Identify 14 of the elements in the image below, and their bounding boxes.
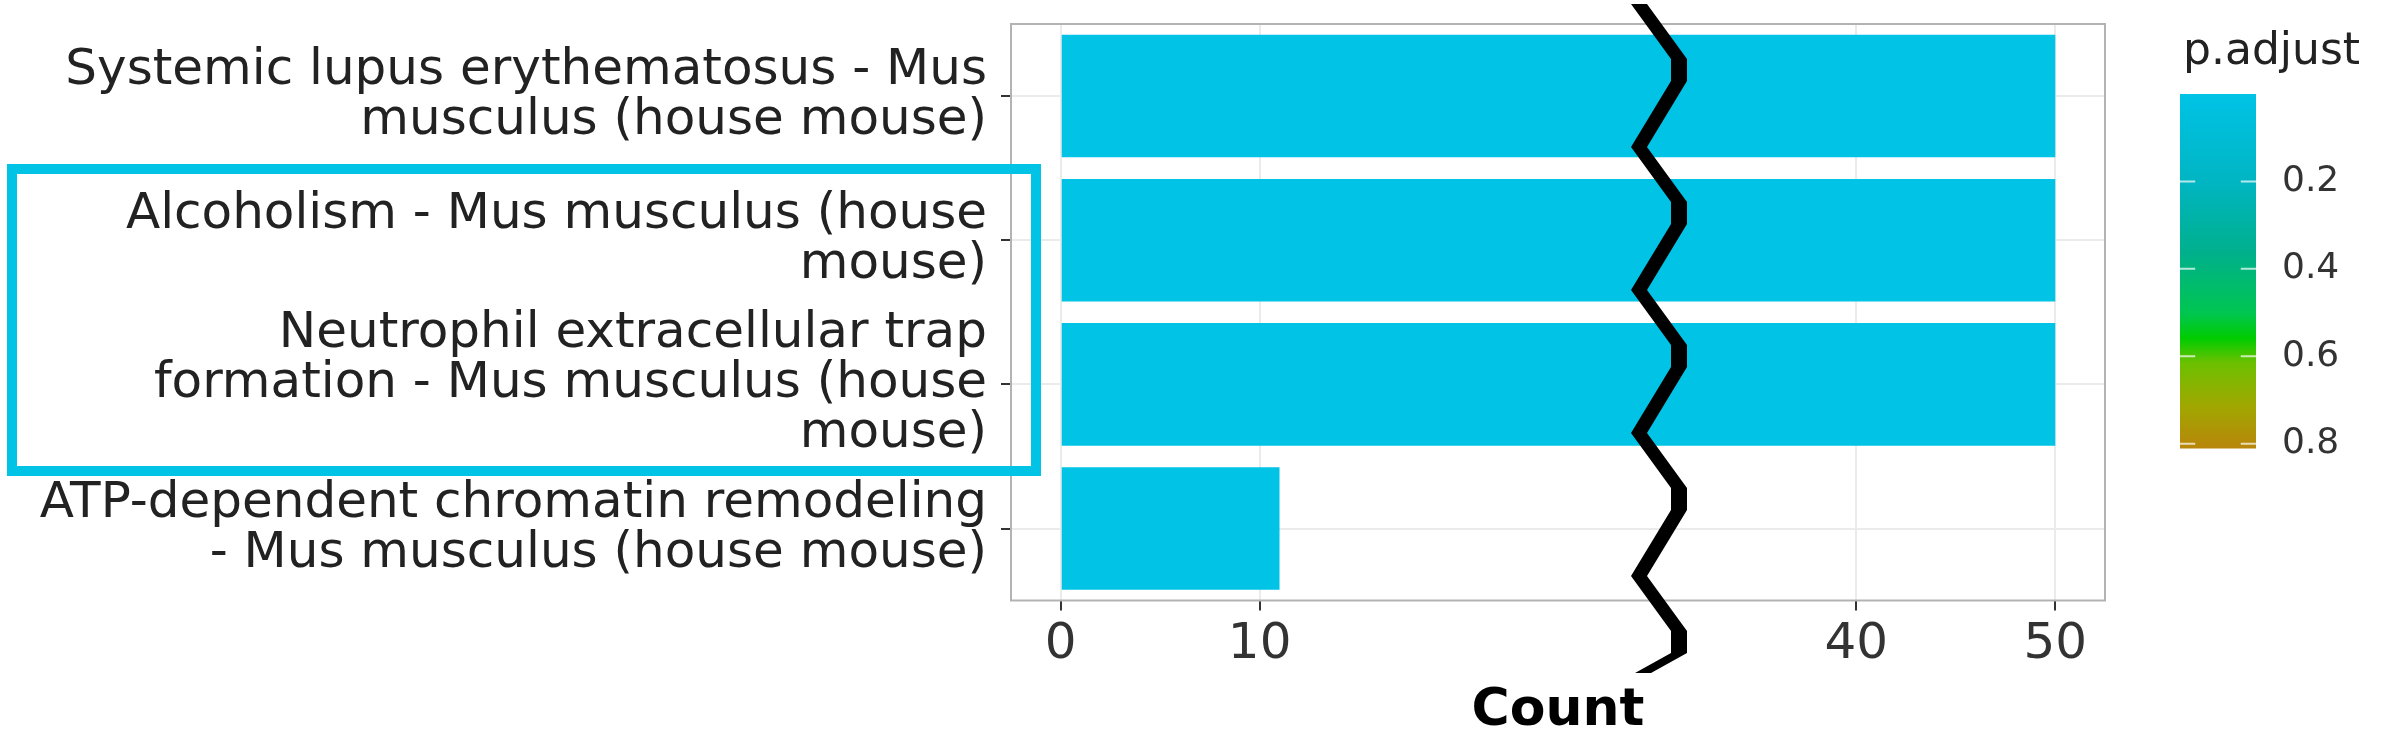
y-tick-label: Alcoholism - Mus musculus (house mouse)	[125, 182, 987, 291]
x-tick-label: 50	[2023, 611, 2088, 670]
y-tick-label: ATP-dependent chromatin remodeling - Mus musculus (house mouse)	[39, 470, 987, 579]
x-tick-label: 0	[1044, 611, 1077, 670]
x-axis-title: Count	[1471, 677, 1645, 738]
color-bar-title: p.adjust	[2183, 23, 2361, 74]
color-bar-label: 0.2	[2282, 157, 2340, 199]
y-tick-label: Neutrophil extracellular trap formation - Mus musculus (house mouse)	[153, 301, 987, 460]
color-bar-label: 0.8	[2282, 419, 2340, 461]
x-tick-label: 10	[1227, 611, 1292, 670]
y-tick-label: Systemic lupus erythematosus - Mus musculus (house mouse)	[65, 38, 987, 147]
color-bar-label: 0.6	[2282, 332, 2340, 374]
x-tick-label: 40	[1824, 611, 1889, 670]
color-bar-label: 0.4	[2282, 245, 2340, 287]
